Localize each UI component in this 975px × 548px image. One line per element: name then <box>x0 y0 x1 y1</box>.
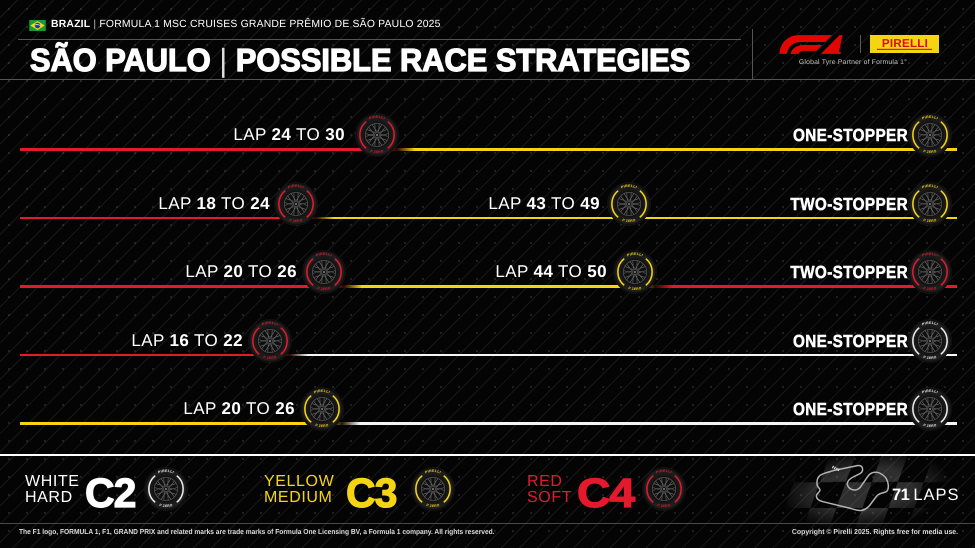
svg-text:PIRELLI: PIRELLI <box>882 38 928 50</box>
